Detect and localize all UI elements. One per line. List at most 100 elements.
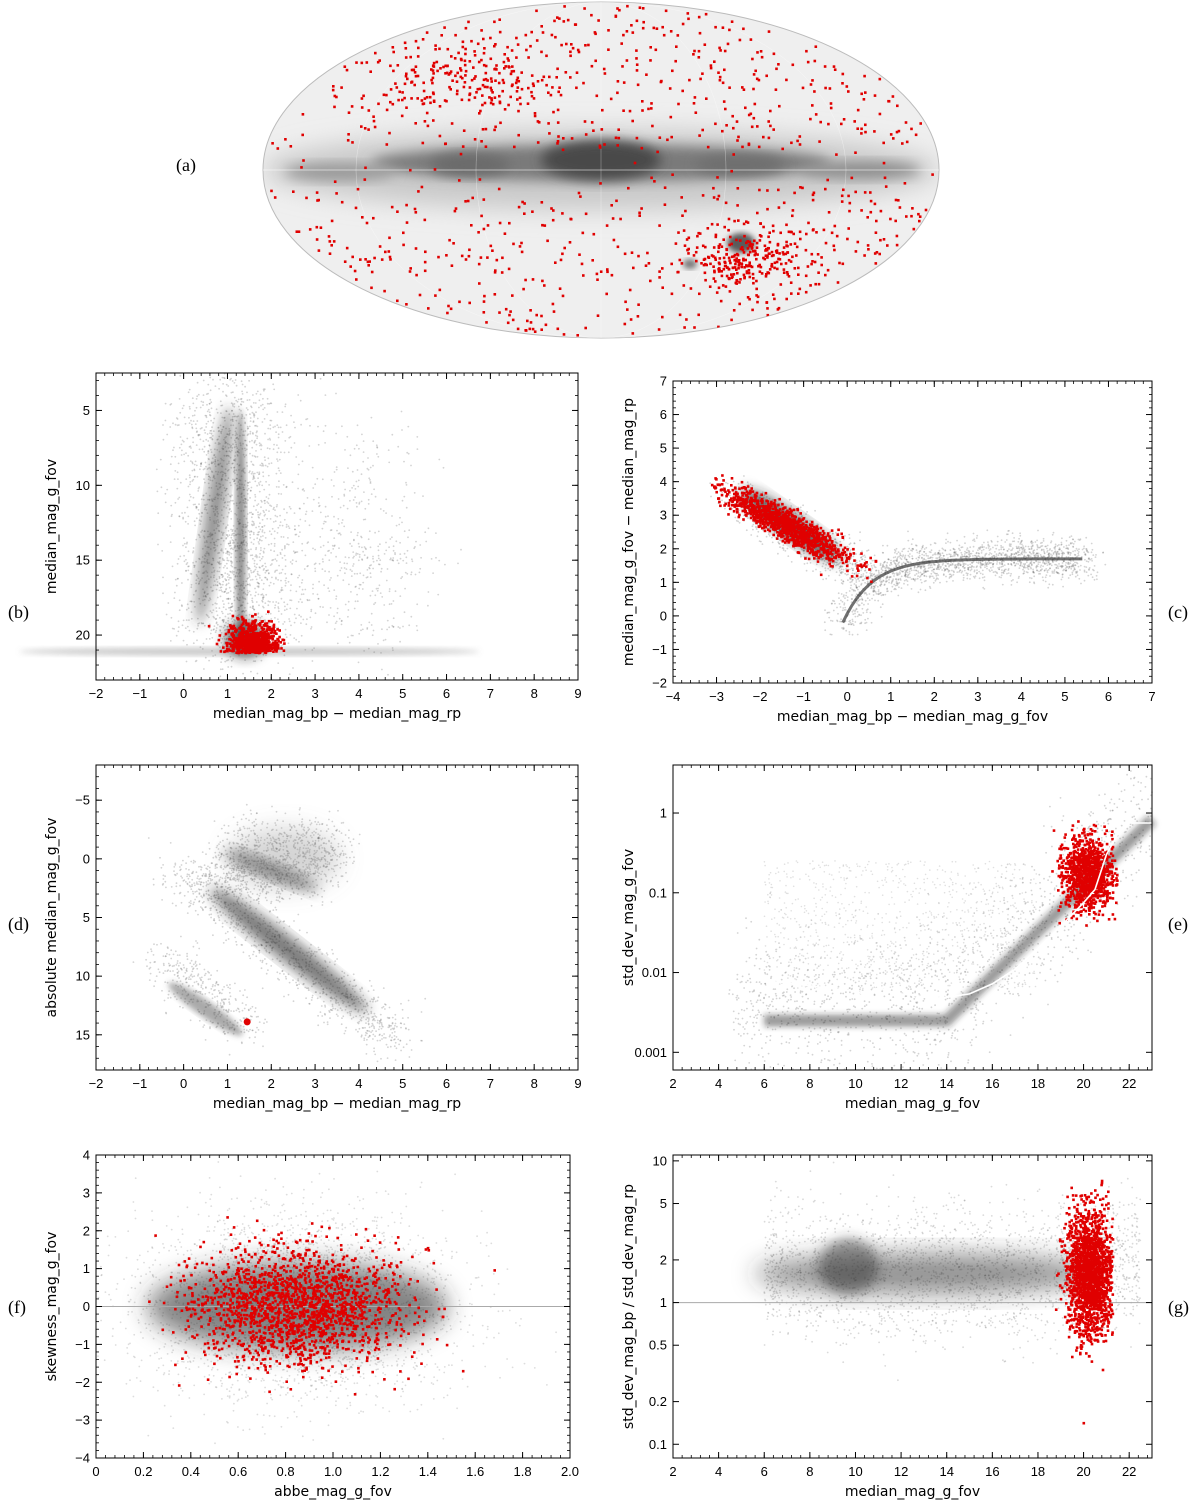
density-point (405, 506, 408, 509)
density-point (257, 477, 259, 480)
panel-label-e: (e) (1168, 914, 1188, 935)
density-point (258, 525, 260, 528)
density-point (245, 407, 248, 409)
sky-highlight-point (701, 194, 705, 197)
density-point (204, 432, 207, 434)
density-point (252, 607, 255, 610)
sky-highlight-point (370, 270, 374, 274)
density-point (321, 568, 324, 570)
sky-highlight-point (760, 272, 764, 275)
density-point (216, 561, 219, 564)
density-point (249, 533, 252, 536)
density-point (181, 582, 183, 584)
density-point (356, 505, 358, 508)
density-point (274, 606, 276, 609)
density-point (249, 606, 252, 609)
sky-highlight-point (473, 50, 476, 53)
density-point (259, 566, 261, 569)
sky-highlight-point (432, 65, 436, 68)
density-point (198, 503, 200, 506)
density-point (288, 618, 290, 620)
sky-highlight-point (674, 59, 677, 63)
density-point (252, 433, 254, 435)
highlight-point (242, 631, 245, 634)
sky-highlight-point (785, 78, 788, 82)
sky-highlight-point (661, 286, 664, 289)
density-point (370, 624, 373, 626)
sky-highlight-point (479, 256, 483, 259)
density-point (347, 600, 350, 603)
density-point (352, 634, 354, 637)
density-point (200, 498, 203, 501)
sky-highlight-point (504, 307, 508, 311)
sky-highlight-point (793, 242, 797, 245)
sky-highlight-point (777, 306, 781, 310)
density-point (217, 426, 220, 429)
density-point (204, 656, 207, 659)
density-point (391, 624, 394, 627)
sky-highlight-point (713, 60, 716, 63)
sky-highlight-point (749, 38, 753, 41)
sky-highlight-point (702, 263, 706, 267)
density-point (221, 637, 224, 640)
density-point (327, 587, 330, 590)
sky-highlight-point (564, 71, 568, 74)
sky-highlight-point (833, 248, 836, 252)
sky-highlight-point (410, 68, 414, 72)
density-point (219, 400, 222, 403)
density-point (392, 600, 395, 602)
density-point (162, 438, 165, 441)
sky-highlight-point (561, 148, 565, 152)
density-point (235, 427, 238, 430)
density-point (372, 567, 374, 570)
density-point (262, 408, 265, 411)
sky-highlight-point (530, 94, 534, 98)
density-point (229, 495, 232, 497)
density-point (202, 642, 205, 645)
sky-highlight-point (768, 268, 772, 271)
density-point (319, 536, 322, 538)
density-point (285, 582, 287, 584)
sky-highlight-point (878, 252, 881, 256)
density-point (415, 540, 417, 543)
sky-highlight-point (484, 71, 488, 75)
density-point (284, 546, 286, 548)
density-point (836, 606, 838, 609)
density-point (213, 448, 216, 451)
sky-highlight-point (372, 216, 375, 220)
highlight-point (238, 633, 242, 636)
sky-highlight-point (455, 80, 459, 83)
sky-highlight-point (432, 61, 436, 65)
density-point (299, 399, 302, 402)
density-point (251, 471, 254, 473)
sky-highlight-point (498, 311, 501, 314)
sky-highlight-point (330, 244, 333, 247)
sky-highlight-point (508, 66, 511, 69)
density-point (254, 587, 256, 590)
density-point (357, 485, 360, 488)
density-point (216, 570, 219, 573)
highlight-point (247, 641, 251, 645)
sky-highlight-point (481, 128, 485, 131)
density-point (342, 504, 345, 507)
density-point (194, 503, 197, 506)
sky-highlight-point (432, 92, 435, 96)
density-point (356, 534, 359, 537)
sky-highlight-point (569, 54, 572, 58)
density-point (314, 548, 316, 551)
density-point (230, 577, 232, 579)
sky-highlight-point (878, 77, 882, 81)
density-point (248, 425, 251, 428)
sky-highlight-point (431, 76, 435, 80)
sky-highlight-point (816, 253, 820, 256)
density-point (222, 606, 225, 609)
highlight-point (267, 619, 271, 623)
sky-highlight-point (498, 221, 502, 225)
density-point (261, 421, 264, 423)
density-point (377, 563, 380, 566)
sky-highlight-point (527, 56, 530, 59)
density-point (202, 622, 205, 625)
sky-highlight-point (510, 49, 514, 52)
sky-highlight-point (582, 81, 585, 85)
density-point (219, 625, 221, 628)
